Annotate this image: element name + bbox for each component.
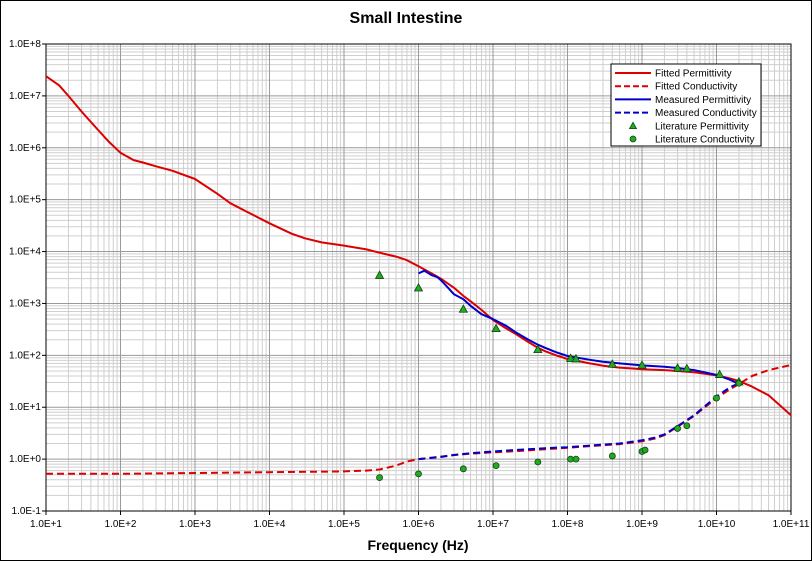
literature-permittivity-point bbox=[714, 369, 725, 378]
literature-conductivity-point bbox=[492, 462, 500, 469]
x-tick-label: 1.0E+9 bbox=[626, 519, 658, 530]
chart-title: Small Intestine bbox=[350, 10, 463, 27]
literature-conductivity-point bbox=[683, 422, 691, 430]
x-axis-title: Frequency (Hz) bbox=[367, 537, 468, 553]
literature-permittivity-point bbox=[413, 283, 424, 292]
literature-permittivity-point bbox=[458, 304, 469, 313]
literature-conductivity-point bbox=[376, 474, 383, 482]
literature-permittivity-point bbox=[682, 363, 692, 372]
y-tick-label: 1.0E+3 bbox=[9, 298, 41, 309]
literature-conductivity-point bbox=[608, 452, 616, 460]
y-tick-label: 1.0E-1 bbox=[12, 506, 42, 517]
literature-conductivity-point bbox=[572, 455, 580, 463]
legend-swatch-literature-permittivity bbox=[628, 121, 638, 129]
y-tick-label: 1.0E+5 bbox=[9, 195, 41, 206]
legend-label-fitted-conductivity: Fitted Conductivity bbox=[655, 82, 737, 93]
literature-conductivity-point bbox=[415, 470, 422, 478]
literature-permittivity-point bbox=[672, 363, 683, 372]
x-tick-label: 1.0E+3 bbox=[179, 519, 211, 530]
x-tick-label: 1.0E+6 bbox=[403, 519, 435, 530]
literature-permittivity-point bbox=[374, 270, 385, 279]
x-axis-ticks: 1.0E+1 1.0E+2 1.0E+3 1.0E+4 1.0E+5 1.0E+6 1.0E… bbox=[30, 511, 810, 530]
measured-conductivity-line bbox=[418, 382, 740, 461]
y-tick-label: 1.0E+7 bbox=[9, 91, 41, 102]
legend-swatch-literature-conductivity bbox=[629, 135, 637, 143]
literature-conductivity-point bbox=[674, 425, 681, 432]
y-tick-label: 1.0E+4 bbox=[9, 247, 41, 258]
literature-permittivity-point bbox=[565, 353, 576, 362]
x-tick-label: 1.0E+7 bbox=[477, 519, 509, 530]
x-tick-label: 1.0E+11 bbox=[773, 519, 810, 530]
x-tick-label: 1.0E+10 bbox=[698, 519, 736, 530]
y-tick-label: 1.0E+0 bbox=[9, 454, 41, 465]
literature-permittivity-point bbox=[637, 360, 647, 369]
literature-conductivity-point bbox=[641, 446, 649, 454]
literature-permittivity-point bbox=[533, 344, 543, 354]
series-layer bbox=[45, 75, 792, 482]
legend-box bbox=[610, 63, 762, 147]
legend-label-measured-conductivity: Measured Conductivity bbox=[655, 108, 757, 119]
x-tick-label: 1.0E+5 bbox=[328, 519, 360, 530]
y-axis-ticks: 1.0E-1 1.0E+0 1.0E+1 1.0E+2 1.0E+3 1.0E+4 1.0E… bbox=[9, 39, 46, 517]
y-tick-label: 1.0E+2 bbox=[9, 350, 41, 361]
legend-label-literature-conductivity: Literature Conductivity bbox=[655, 135, 755, 146]
literature-conductivity-point bbox=[735, 379, 743, 387]
literature-permittivity-point bbox=[491, 323, 501, 333]
y-tick-label: 1.0E+1 bbox=[9, 402, 41, 413]
measured-permittivity-line bbox=[418, 269, 740, 385]
y-tick-label: 1.0E+8 bbox=[9, 39, 41, 50]
literature-permittivity-point bbox=[571, 353, 581, 363]
x-tick-label: 1.0E+4 bbox=[254, 519, 286, 530]
literature-permittivity-point bbox=[607, 359, 618, 368]
x-tick-label: 1.0E+1 bbox=[30, 519, 62, 530]
x-tick-label: 1.0E+8 bbox=[552, 519, 584, 530]
literature-conductivity-point bbox=[534, 458, 542, 466]
legend-label-literature-permittivity: Literature Permittivity bbox=[655, 121, 749, 132]
legend: Fitted Permittivity Fitted Conductivity Me… bbox=[610, 63, 762, 147]
legend-label-measured-permittivity: Measured Permittivity bbox=[655, 95, 751, 106]
y-tick-label: 1.0E+6 bbox=[9, 143, 41, 154]
literature-conductivity-point bbox=[459, 465, 467, 473]
x-tick-label: 1.0E+2 bbox=[105, 519, 137, 530]
legend-label-fitted-permittivity: Fitted Permittivity bbox=[655, 69, 732, 80]
literature-conductivity-point bbox=[713, 394, 720, 402]
